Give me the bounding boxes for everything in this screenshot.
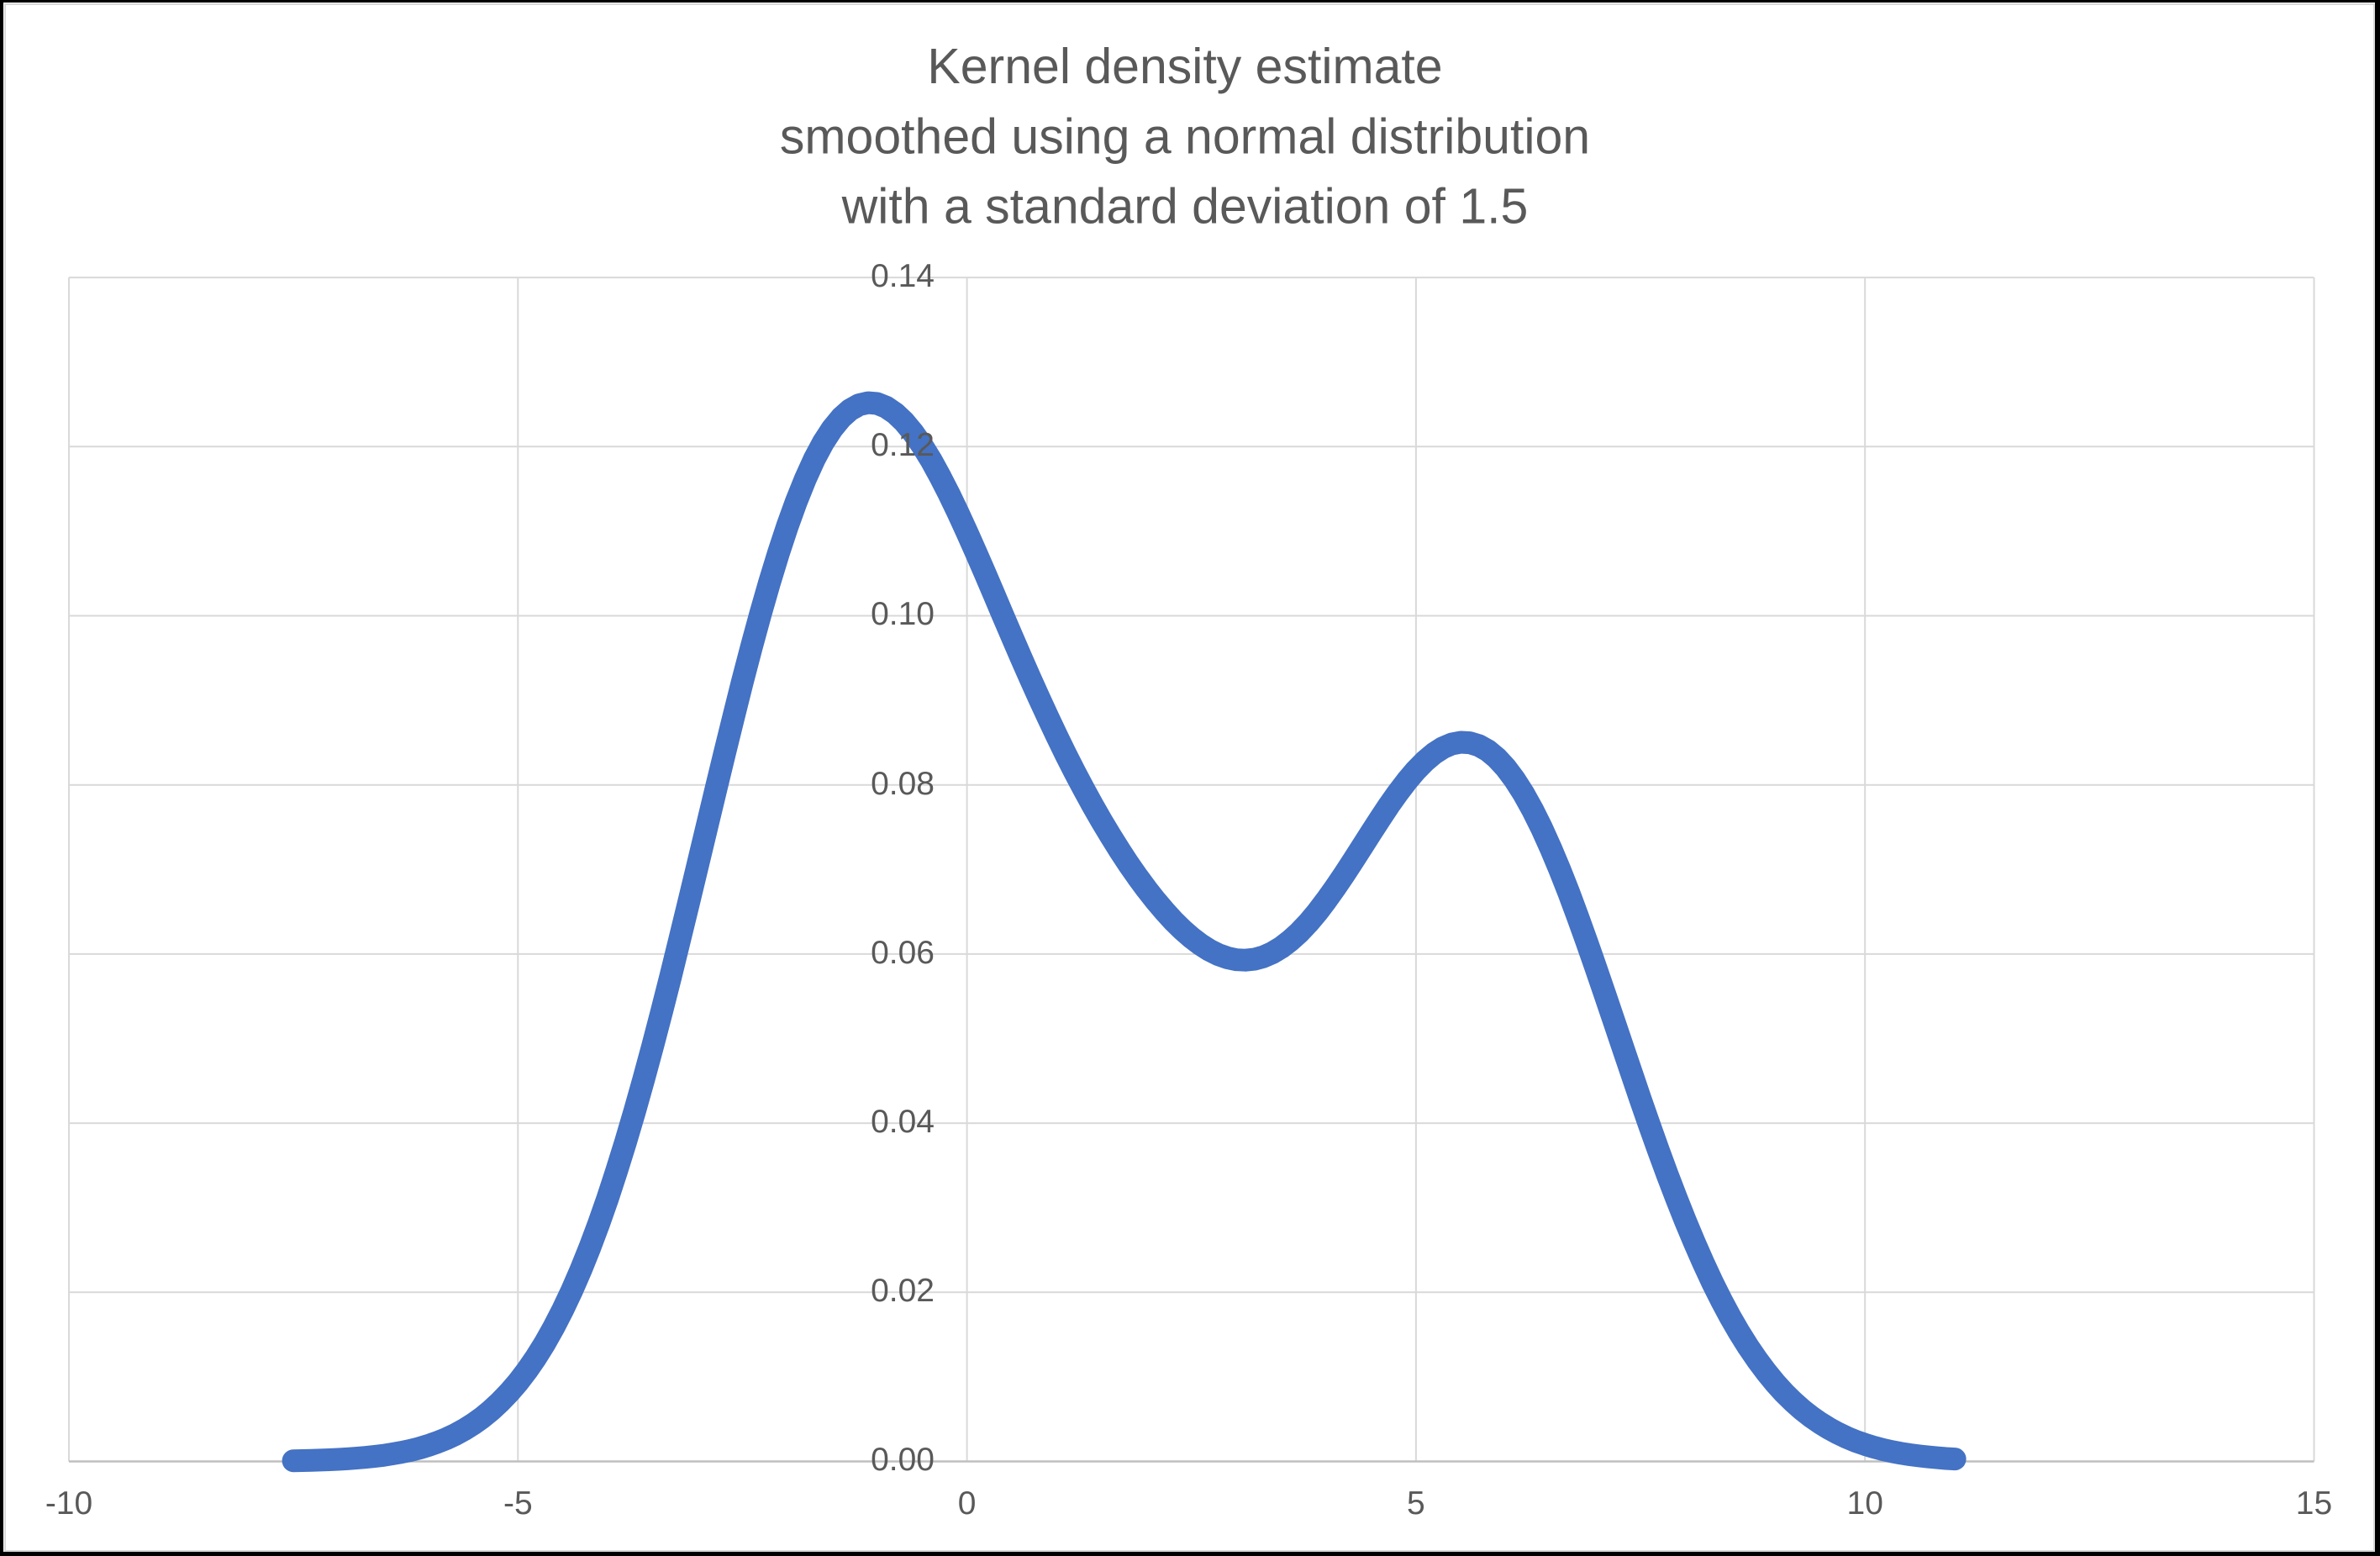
svg-text:10: 10: [1847, 1485, 1883, 1522]
svg-text:-10: -10: [45, 1485, 92, 1522]
svg-text:0.10: 0.10: [871, 596, 935, 632]
svg-text:0.14: 0.14: [871, 258, 935, 294]
svg-text:with a standard deviation of 1: with a standard deviation of 1.5: [841, 179, 1529, 235]
svg-text:-5: -5: [503, 1485, 533, 1522]
svg-text:0: 0: [958, 1485, 977, 1522]
svg-text:0.00: 0.00: [871, 1442, 935, 1478]
svg-text:smoothed using a normal distri: smoothed using a normal distribution: [780, 109, 1590, 165]
svg-text:0.12: 0.12: [871, 427, 935, 463]
svg-text:0.08: 0.08: [871, 766, 935, 802]
svg-text:0.02: 0.02: [871, 1273, 935, 1309]
svg-text:0.06: 0.06: [871, 935, 935, 971]
svg-text:15: 15: [2296, 1485, 2332, 1522]
svg-text:0.04: 0.04: [871, 1104, 935, 1140]
svg-text:5: 5: [1407, 1485, 1425, 1522]
svg-text:Kernel density estimate: Kernel density estimate: [927, 39, 1442, 94]
